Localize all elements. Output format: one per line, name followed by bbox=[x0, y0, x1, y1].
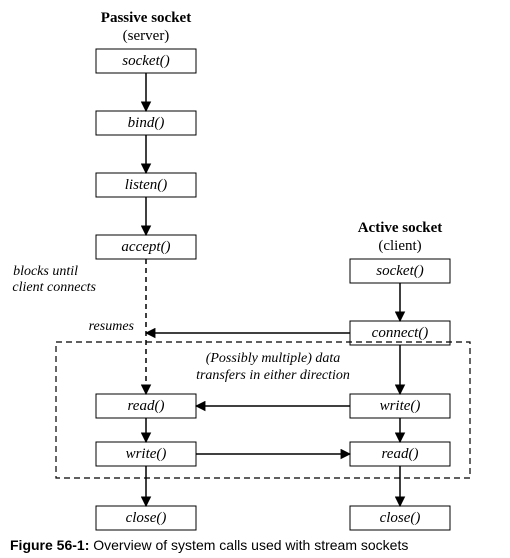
s-write-label: write() bbox=[126, 446, 167, 462]
col-subtitle: (server) bbox=[123, 28, 170, 44]
c-write-label: write() bbox=[380, 398, 421, 414]
s-bind-label: bind() bbox=[128, 115, 165, 131]
note-transfers-l1: (Possibly multiple) data bbox=[206, 351, 341, 366]
s-listen-label: listen() bbox=[125, 177, 168, 193]
figure-caption: Figure 56-1: Overview of system calls us… bbox=[10, 537, 408, 553]
col-title: Passive socket bbox=[101, 10, 191, 26]
col-title: Active socket bbox=[358, 220, 443, 236]
c-socket-label: socket() bbox=[376, 263, 423, 279]
note-resumes: resumes bbox=[89, 319, 135, 334]
col-subtitle: (client) bbox=[378, 238, 421, 254]
s-socket-label: socket() bbox=[122, 53, 169, 69]
note-blocks-l2: client connects bbox=[12, 280, 96, 295]
s-close-label: close() bbox=[126, 510, 167, 526]
note-blocks-l1: blocks until bbox=[13, 264, 78, 279]
note-transfers-l2: transfers in either direction bbox=[196, 368, 350, 383]
s-accept-label: accept() bbox=[121, 239, 170, 255]
s-read-label: read() bbox=[128, 398, 165, 414]
c-read-label: read() bbox=[382, 446, 419, 462]
c-close-label: close() bbox=[380, 510, 421, 526]
c-connect-label: connect() bbox=[372, 325, 429, 341]
